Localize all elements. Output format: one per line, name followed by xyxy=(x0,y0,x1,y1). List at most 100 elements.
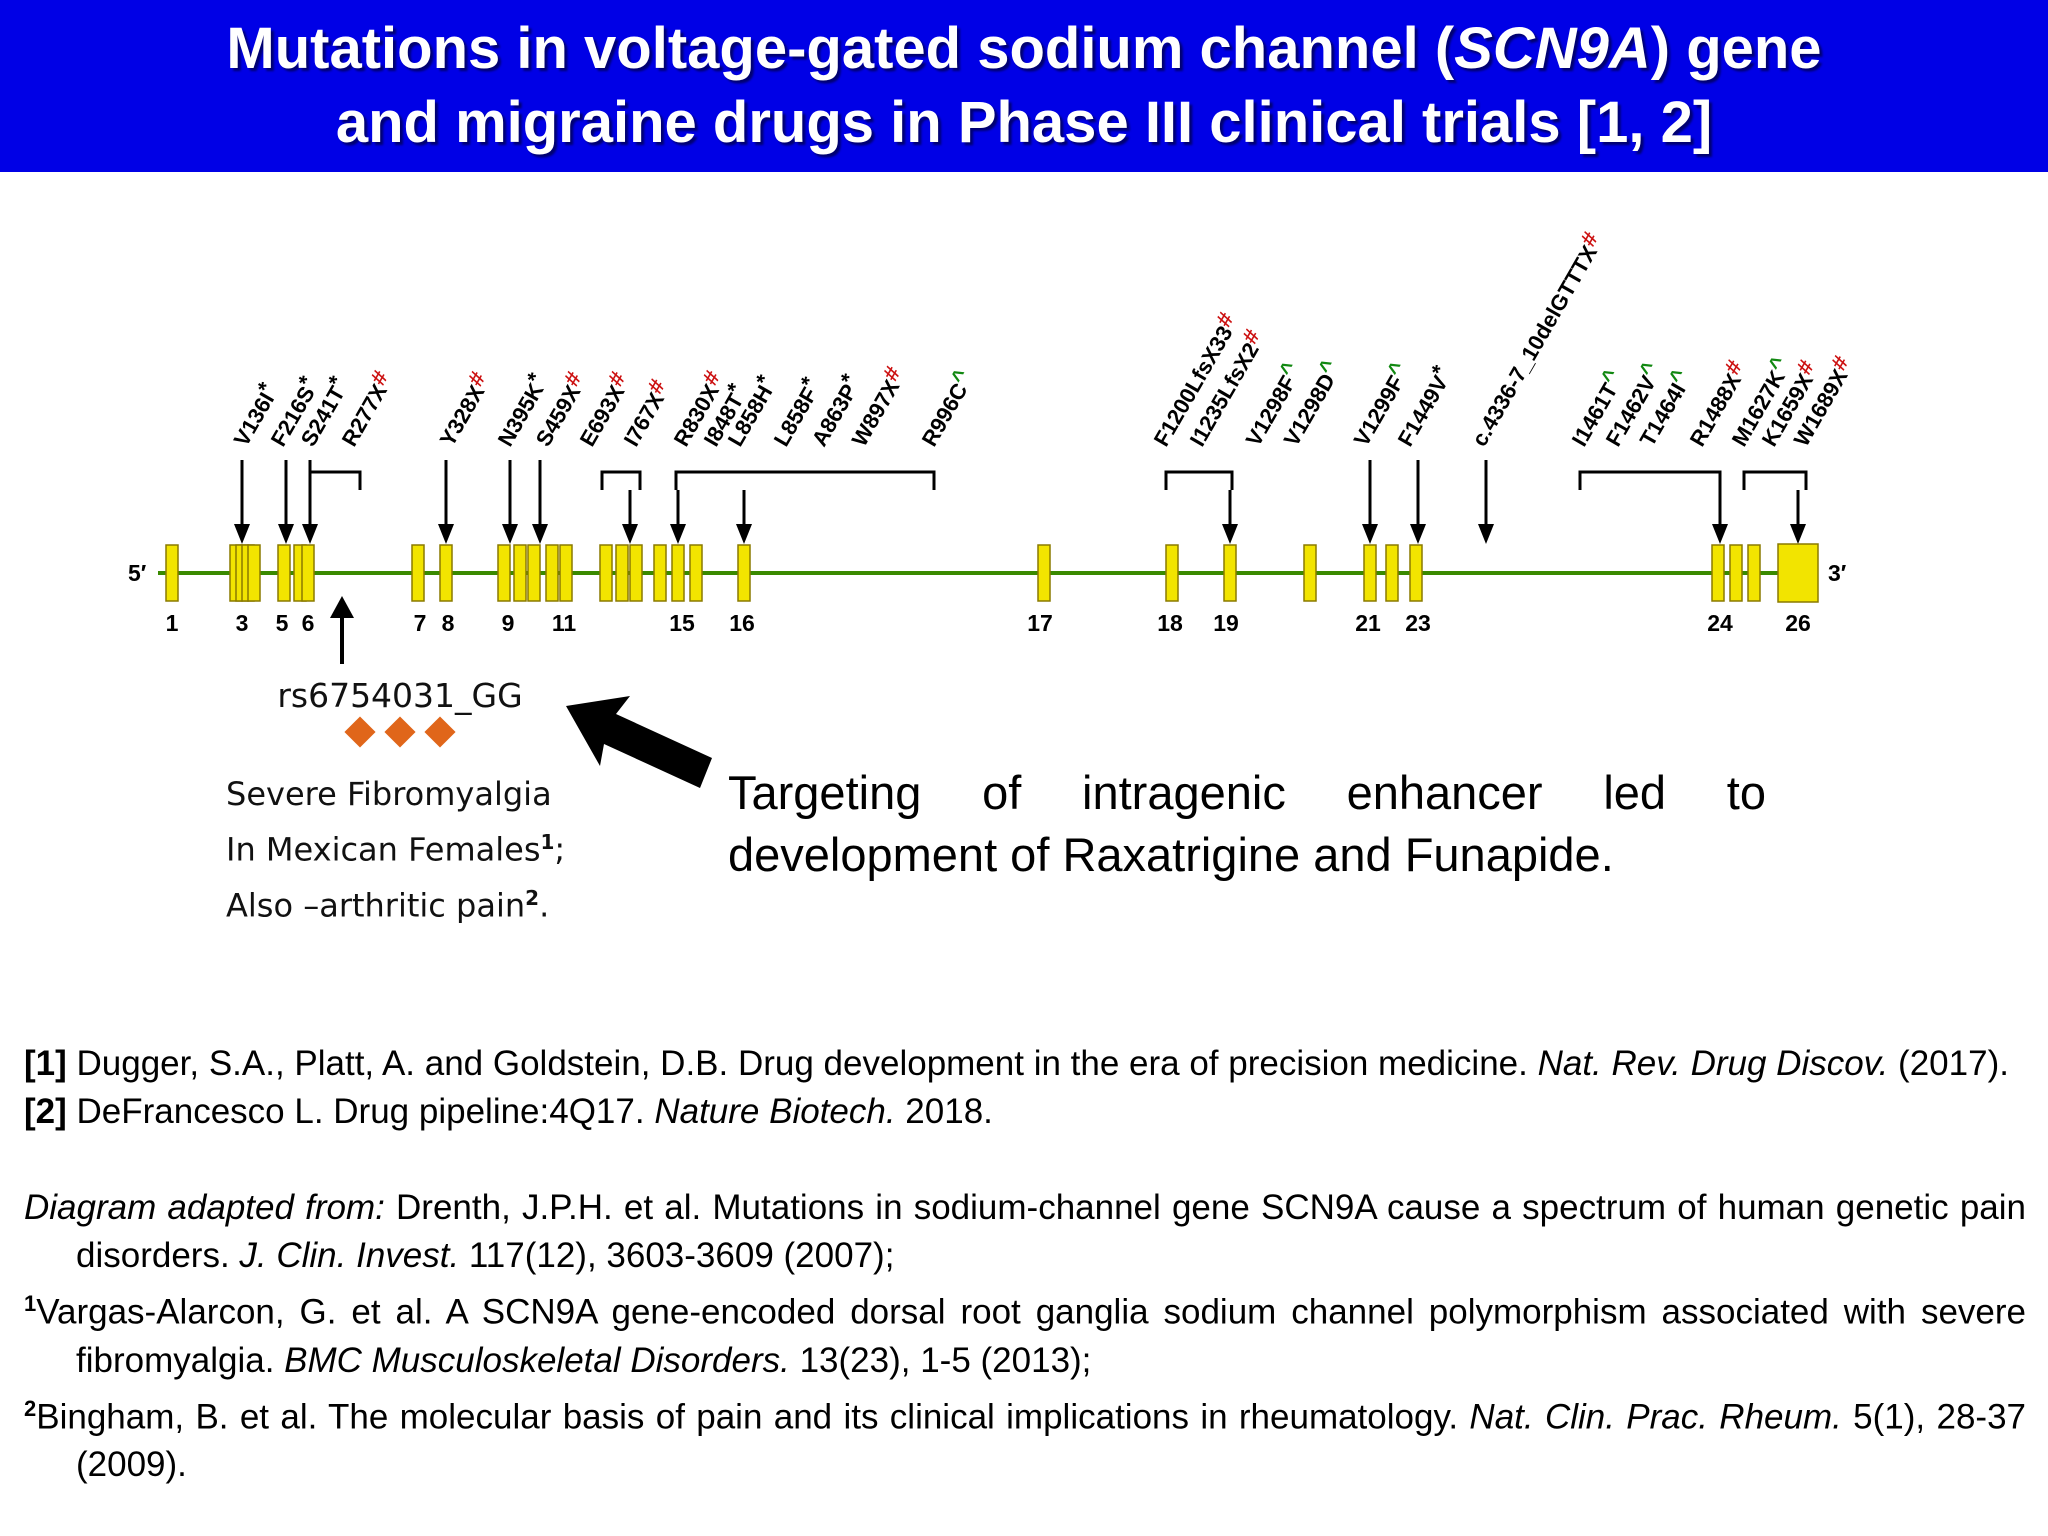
mutation-arrow-head xyxy=(234,524,250,544)
snp-annotation: rs6754031_GG xyxy=(220,676,620,748)
fn-2-text: Bingham, B. et al. The molecular basis o… xyxy=(36,1397,1470,1437)
exon-box xyxy=(1165,544,1179,602)
bracket-layer xyxy=(308,470,1808,490)
snp-note-line-3-end: . xyxy=(539,886,550,925)
title-prefix: Mutations in voltage-gated sodium channe… xyxy=(226,16,1455,81)
exon-box xyxy=(1409,544,1423,602)
fn-1-year: 13(23), 1-5 (2013); xyxy=(789,1340,1092,1380)
mutation-arrow-head xyxy=(1222,524,1238,544)
mutation-arrow-head xyxy=(736,524,752,544)
exon-number-18: 18 xyxy=(1157,610,1183,636)
exon-box xyxy=(301,544,315,602)
exon-box xyxy=(615,544,629,602)
exon-box xyxy=(1711,544,1725,602)
exon-number-17: 17 xyxy=(1027,610,1053,636)
footnote-mark-1: 1 xyxy=(540,830,555,854)
exon-number-23: 23 xyxy=(1405,610,1431,636)
footnote-1: 1Vargas-Alarcon, G. et al. A SCN9A gene-… xyxy=(24,1280,2026,1385)
mutation-arrow-head xyxy=(532,524,548,544)
exon-layer xyxy=(165,543,1819,603)
mutation-arrow-head xyxy=(438,524,454,544)
reference-2: [2] DeFrancesco L. Drug pipeline:4Q17. N… xyxy=(24,1088,2026,1136)
mutation-arrow-head xyxy=(1362,524,1378,544)
scn9a-gene-diagram: V136I*F216S*S241T*R277X#Y328X# N395K*S459… xyxy=(128,227,1854,664)
reference-adapted: Diagram adapted from: Drenth, J.P.H. et … xyxy=(24,1184,2026,1280)
snp-note-line-2-text: In Mexican Females xyxy=(226,830,541,869)
adapted-prefix: Diagram adapted from: xyxy=(24,1188,385,1227)
exon-number-19: 19 xyxy=(1213,610,1239,636)
diamond-marker xyxy=(424,716,456,748)
snp-arrow-head xyxy=(330,596,354,618)
exon-box xyxy=(527,544,541,602)
exon-number-26: 26 xyxy=(1785,610,1811,636)
ref-2-number: [2] xyxy=(24,1092,67,1131)
exon-box xyxy=(599,544,613,602)
exon-box xyxy=(545,544,559,602)
big-arrow-icon xyxy=(566,696,712,788)
mutation-bracket xyxy=(1164,470,1234,490)
snp-diamonds xyxy=(220,716,580,748)
exon-box xyxy=(411,544,425,602)
mutation-bracket xyxy=(1578,470,1722,490)
three-prime-label: 3′ xyxy=(1828,560,1847,586)
exon-number-24: 24 xyxy=(1707,610,1733,636)
ref-2-journal: Nature Biotech. xyxy=(654,1092,896,1131)
footnote-mark-2: 2 xyxy=(525,885,540,910)
mutation-layer: V136I*F216S*S241T*R277X#Y328X# N395K*S459… xyxy=(229,227,1854,450)
mutation-bracket xyxy=(308,470,362,490)
exon-number-7: 7 xyxy=(414,610,427,636)
five-prime-label: 5′ xyxy=(128,560,147,586)
adapted-year: 117(12), 3603-3609 (2007); xyxy=(459,1236,895,1275)
ref-1-year: (2017). xyxy=(1888,1044,2009,1083)
adapted-text: Drenth, J.P.H. et al. Mutations in sodiu… xyxy=(76,1188,2026,1275)
exon-box xyxy=(497,544,511,602)
mutation-arrow-head xyxy=(1478,524,1494,544)
mutation-label: Y328X# xyxy=(429,367,495,450)
snp-note-line-2-end: ; xyxy=(554,830,566,869)
exon-number-6: 6 xyxy=(302,610,315,636)
snp-label: rs6754031_GG xyxy=(277,676,523,715)
exon-number-15: 15 xyxy=(669,610,695,636)
title-suffix: ) gene xyxy=(1650,16,1822,81)
exon-box-26 xyxy=(1777,543,1819,603)
arrow-layer xyxy=(234,460,1806,544)
exon-number-9: 9 xyxy=(502,610,515,636)
fn-2-journal: Nat. Clin. Prac. Rheum. xyxy=(1469,1397,1842,1437)
callout-text: Targeting of intragenic enhancer led to … xyxy=(728,766,1766,881)
mutation-arrow-head xyxy=(670,524,686,544)
snp-note: Severe Fibromyalgia In Mexican Females1;… xyxy=(226,770,565,929)
snp-note-line-3-text: Also –arthritic pain xyxy=(226,886,526,925)
diamond-marker xyxy=(344,716,376,748)
footnote-2: 2Bingham, B. et al. The molecular basis … xyxy=(24,1385,2026,1490)
exon-number-21: 21 xyxy=(1355,610,1381,636)
exon-box xyxy=(629,544,643,602)
exon-box xyxy=(689,544,703,602)
ref-2-year: 2018. xyxy=(895,1092,993,1131)
exon-number-layer: 1 3 5 6 7 8 9 11 15 16 17 18 19 21 23 24 26 xyxy=(166,610,1811,636)
exon-box xyxy=(165,544,179,602)
exon-number-16: 16 xyxy=(729,610,755,636)
exon-number-8: 8 xyxy=(442,610,455,636)
references: [1] Dugger, S.A., Platt, A. and Goldstei… xyxy=(24,1040,2026,1489)
mutation-arrow-head xyxy=(1410,524,1426,544)
fn-1-text: Vargas-Alarcon, G. et al. A SCN9A gene-e… xyxy=(36,1292,2026,1380)
exon-box xyxy=(737,544,751,602)
exon-box xyxy=(671,544,685,602)
snp-note-line-2: In Mexican Females1; xyxy=(226,818,565,874)
snp-note-line-1: Severe Fibromyalgia xyxy=(226,775,552,813)
exon-box xyxy=(1729,544,1743,602)
mutation-arrow-head xyxy=(302,524,318,544)
fn-2-mark: 2 xyxy=(24,1395,37,1421)
diamond-marker xyxy=(384,716,416,748)
exon-box xyxy=(1303,544,1317,602)
exon-box xyxy=(277,544,291,602)
adapted-journal: J. Clin. Invest. xyxy=(239,1236,460,1275)
mutation-label: R996C^ xyxy=(911,364,979,450)
reference-1: [1] Dugger, S.A., Platt, A. and Goldstei… xyxy=(24,1040,2026,1088)
exon-box xyxy=(559,544,573,602)
exon-box xyxy=(247,544,261,602)
exon-number-1: 1 xyxy=(166,610,179,636)
fn-2-year: 5(1), 28-37 (2009). xyxy=(76,1397,2026,1485)
mutation-bracket xyxy=(674,470,936,490)
exon-box xyxy=(653,544,667,602)
